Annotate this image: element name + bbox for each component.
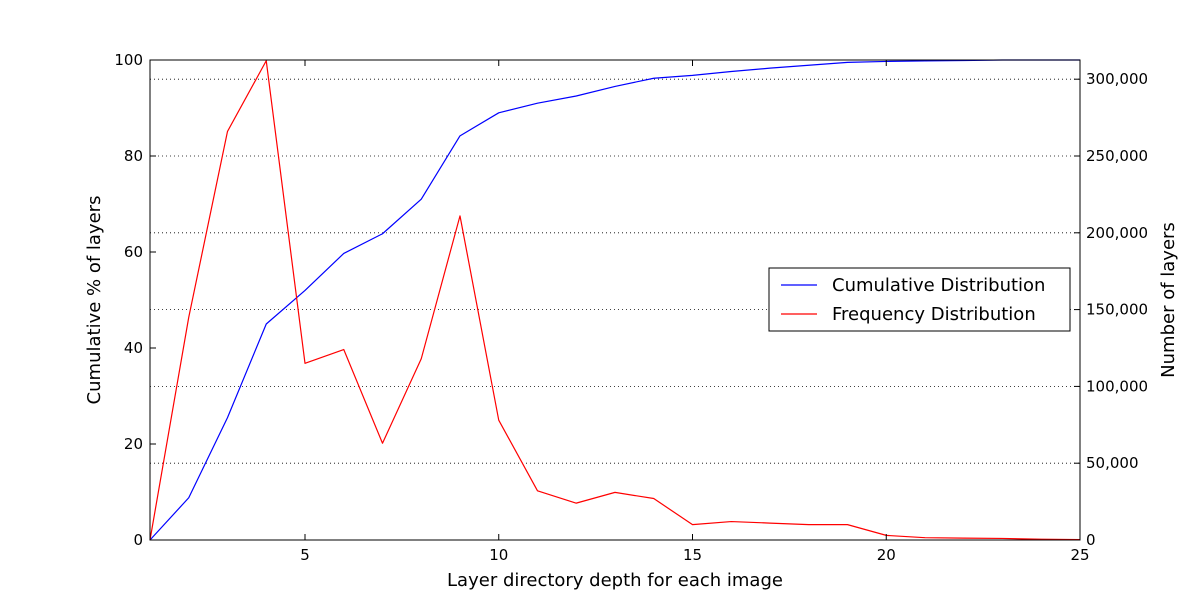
y-right-tick-label-6: 300,000 [1086,70,1148,88]
y-left-tick-label-5: 100 [114,51,143,69]
y-right-tick-label-3: 150,000 [1086,301,1148,319]
y-axis-left-label: Cumulative % of layers [84,196,105,405]
plot-frame [149,59,1081,541]
grid-lines [150,78,1080,464]
y-right-tick-label-2: 100,000 [1086,377,1148,395]
y-right-tick-label-1: 50,000 [1086,454,1139,472]
y-axis-left: 0 20 40 60 80 100 [114,51,156,549]
y-left-tick-label-4: 80 [124,147,143,165]
series-line-frequency [149,60,1081,541]
legend: Cumulative Distribution Frequency Distri… [768,267,1071,332]
x-tick-label-3: 20 [877,546,896,564]
y-left-tick-label-2: 40 [124,339,143,357]
x-tick-label-0: 5 [300,546,310,564]
legend-label-frequency: Frequency Distribution [832,304,1036,325]
y-left-tick-label-0: 0 [133,531,143,549]
series-line-cumulative [149,59,1080,541]
x-axis: 5 10 15 20 25 [300,60,1090,564]
legend-label-cumulative: Cumulative Distribution [832,275,1045,296]
x-tick-label-2: 15 [683,546,702,564]
y-axis-right-label: Number of layers [1158,222,1179,378]
x-tick-label-4: 25 [1070,546,1089,564]
x-tick-label-1: 10 [489,546,508,564]
y-left-tick-label-1: 20 [124,435,143,453]
y-right-tick-label-0: 0 [1086,531,1096,549]
x-axis-label: Layer directory depth for each image [447,570,783,591]
y-right-tick-label-5: 250,000 [1086,147,1148,165]
y-left-tick-label-3: 60 [124,243,143,261]
series-lines [149,59,1081,541]
y-right-tick-label-4: 200,000 [1086,224,1148,242]
y-axis-right: 0 50,000 100,000 150,000 200,000 250,000 300,0… [1074,70,1148,549]
legend-box [768,267,1071,332]
